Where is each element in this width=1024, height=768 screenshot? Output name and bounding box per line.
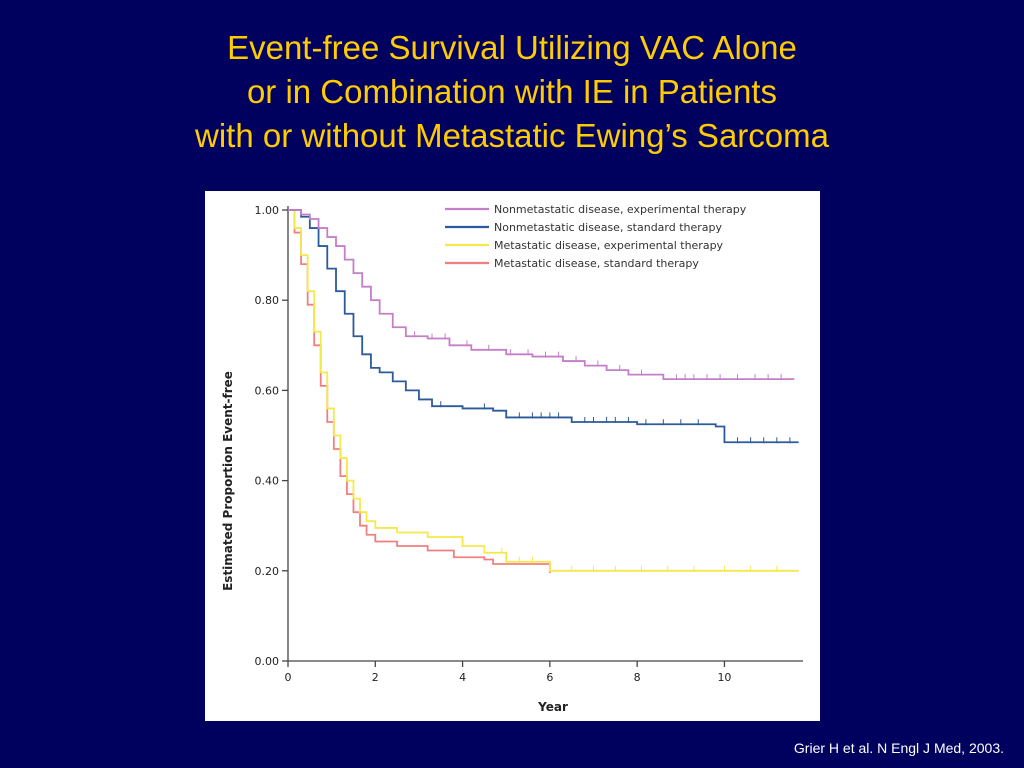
- y-tick-label: 0.40: [255, 475, 280, 488]
- y-tick-label: 0.00: [255, 655, 280, 668]
- survival-curve-0: [288, 209, 795, 381]
- x-tick-label: 8: [634, 671, 641, 684]
- y-tick-label: 1.00: [255, 204, 280, 217]
- chart-panel: 0.00 0.20 0.40 0.60 0.80 1.00 0 2 4 6 8 10 Nonmetas…: [205, 191, 820, 721]
- x-tick-label: 6: [546, 671, 553, 684]
- x-tick-label: 0: [285, 671, 292, 684]
- legend-label-1: Nonmetastatic disease, standard therapy: [494, 221, 723, 234]
- survival-curve-3: [288, 209, 551, 574]
- y-tick-label: 0.80: [255, 294, 280, 307]
- survival-curves: [288, 209, 799, 574]
- x-tick-label: 10: [717, 671, 731, 684]
- y-tick-label: 0.60: [255, 384, 280, 397]
- y-tick-label: 0.20: [255, 565, 280, 578]
- x-tick-label: 2: [372, 671, 379, 684]
- slide-title: Event-free Survival Utilizing VAC Alone …: [0, 26, 1024, 158]
- legend: Nonmetastatic disease, experimental ther…: [445, 203, 747, 270]
- legend-label-2: Metastatic disease, experimental therapy: [494, 239, 724, 252]
- legend-label-0: Nonmetastatic disease, experimental ther…: [494, 203, 747, 216]
- citation: Grier H et al. N Engl J Med, 2003.: [793, 740, 1004, 756]
- x-axis-title: Year: [537, 700, 568, 714]
- survival-curve-2: [288, 209, 799, 572]
- axes: 0.00 0.20 0.40 0.60 0.80 1.00 0 2 4 6 8 10: [255, 204, 803, 684]
- title-line-2: or in Combination with IE in Patients: [246, 73, 778, 110]
- x-tick-label: 4: [459, 671, 466, 684]
- survival-chart: 0.00 0.20 0.40 0.60 0.80 1.00 0 2 4 6 8 10 Nonmetas…: [221, 203, 803, 714]
- legend-label-3: Metastatic disease, standard therapy: [494, 257, 699, 270]
- title-line-1: Event-free Survival Utilizing VAC Alone: [227, 29, 797, 66]
- y-axis-title: Estimated Proportion Event-free: [221, 371, 235, 591]
- title-line-3: with or without Metastatic Ewing’s Sarco…: [195, 117, 829, 154]
